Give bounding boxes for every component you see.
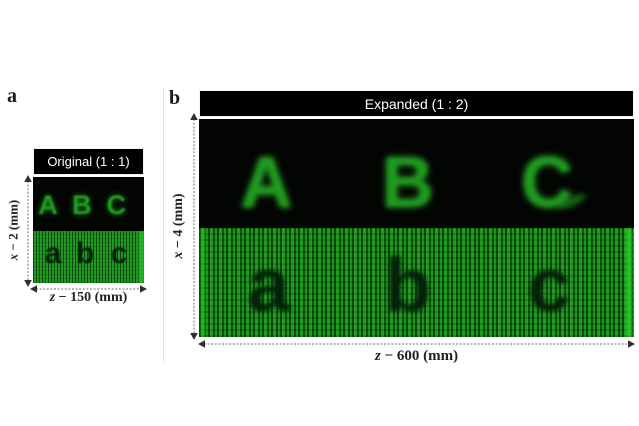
hologram-letter-b: b (384, 243, 432, 328)
bright-fringe-edge (625, 228, 632, 337)
panel-b-green-region: a b c (199, 228, 634, 337)
hologram-letter-B: B (72, 190, 92, 220)
panel-a-label: a (7, 85, 17, 107)
z-extent-arrow-b (198, 340, 635, 348)
hologram-letter-c: c (110, 237, 128, 270)
hologram-letter-a: a (44, 237, 62, 270)
z-extent-arrow-a (30, 285, 147, 293)
panel-a-green-region: a b c (33, 231, 144, 283)
panel-b-label: b (169, 87, 181, 109)
x-extent-arrow-a (24, 175, 32, 287)
hologram-letter-A: A (240, 143, 293, 223)
hologram-letter-c: c (528, 243, 571, 328)
panel-b-hologram-image: A B C a b c (199, 119, 634, 337)
hologram-letter-B: B (381, 143, 434, 223)
hologram-letter-a: a (247, 243, 290, 328)
hologram-letter-C: C (106, 190, 127, 220)
x-dimension-label-a: x − 2 (mm) (5, 199, 21, 261)
panel-a-hologram-image: A B C a b c (33, 177, 144, 283)
panel-b-title: Expanded (1 : 2) (364, 95, 469, 112)
z-dimension-label-b: z − 600 (mm) (374, 348, 459, 364)
x-extent-arrow-b (190, 113, 198, 340)
z-dimension-label-a: z − 150 (mm) (49, 290, 128, 305)
panel-divider-line (163, 88, 164, 363)
panel-a-title-bar: Original (1 : 1) (33, 148, 144, 175)
bright-fringe-edge (139, 231, 143, 283)
panel-a-black-region: A B C (33, 177, 144, 231)
panel-b-black-region: A B C (199, 119, 634, 228)
x-dimension-label-b: x − 4 (mm) (171, 193, 186, 259)
bright-fringe-edge (201, 228, 205, 337)
panel-a-title: Original (1 : 1) (47, 154, 130, 169)
hologram-letter-A: A (38, 190, 58, 220)
hologram-letter-b: b (75, 237, 95, 270)
panel-b-title-bar: Expanded (1 : 2) (199, 90, 634, 117)
